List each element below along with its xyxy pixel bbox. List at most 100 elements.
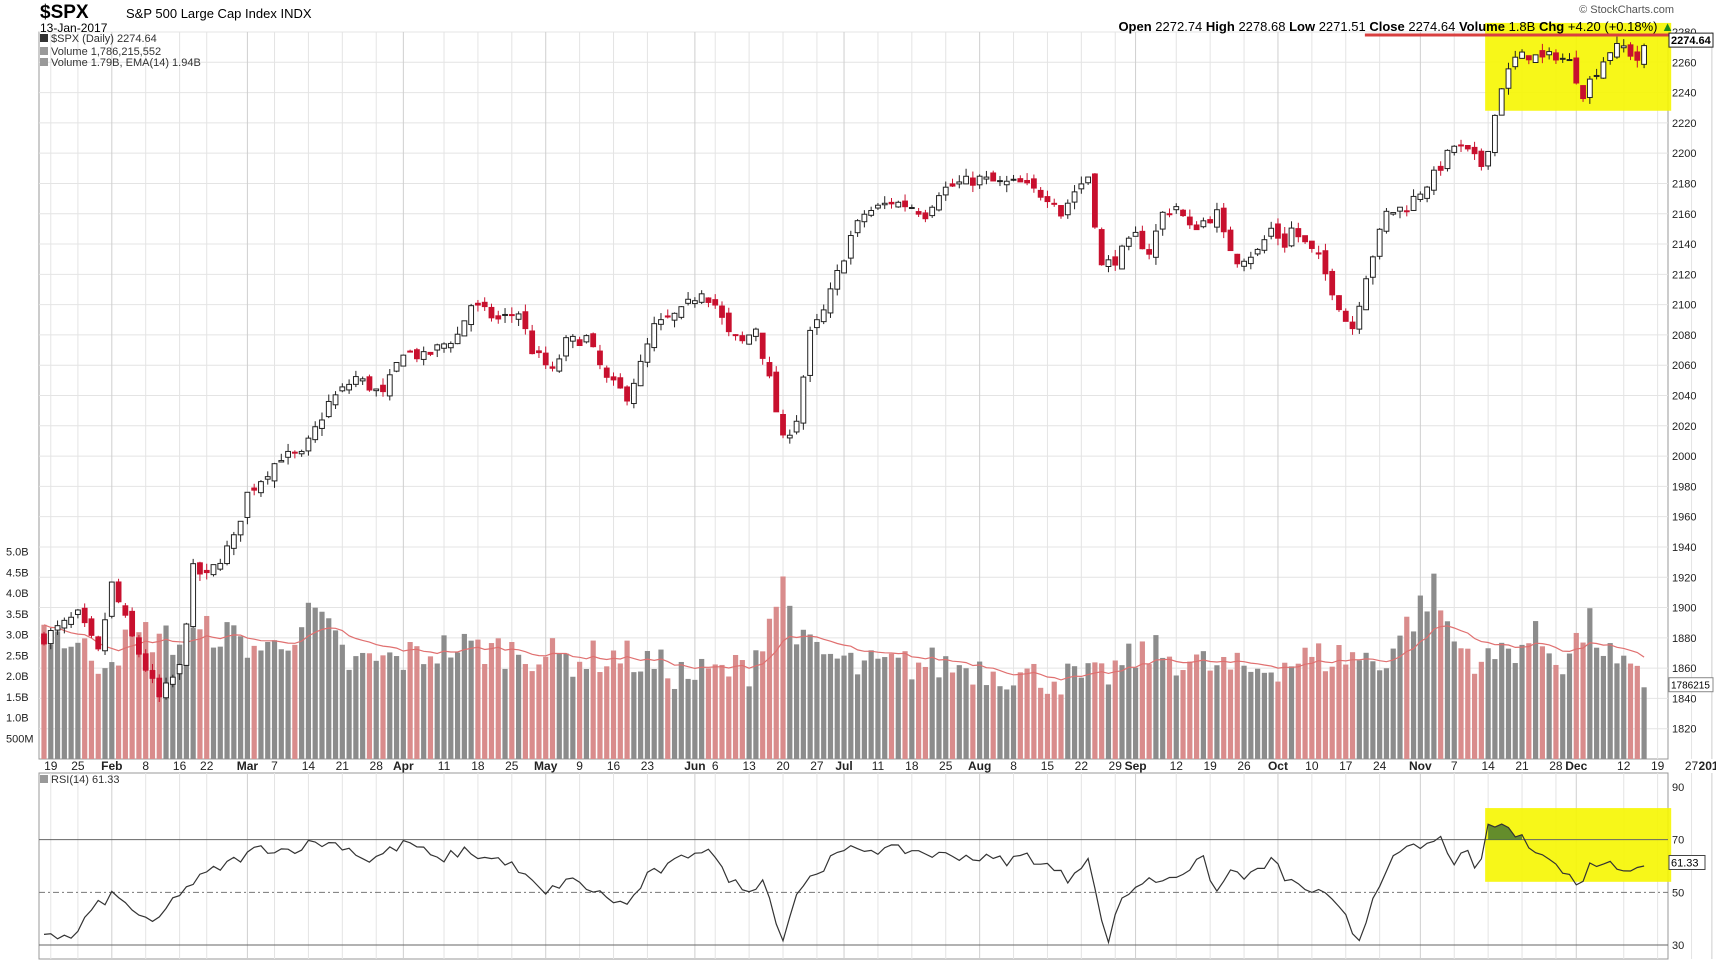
candle-body xyxy=(1519,51,1525,59)
open-label: Open xyxy=(1118,19,1152,34)
candle-body xyxy=(1214,209,1220,228)
candle-body xyxy=(1153,230,1159,258)
volume-bar xyxy=(902,651,908,759)
volume-bar xyxy=(739,660,745,759)
volume-bar xyxy=(1085,663,1091,759)
volume-bar xyxy=(1282,662,1288,759)
volume-bar xyxy=(1404,616,1410,759)
volume-bar xyxy=(1607,643,1613,759)
legend-volume-text: Volume 1,786,215,552 xyxy=(51,46,162,58)
x-tick-label: 22 xyxy=(200,759,214,773)
x-tick-label: 22 xyxy=(1075,759,1089,773)
candle-body xyxy=(447,342,454,349)
x-tick-label: 14 xyxy=(302,759,316,773)
price-tick-label: 2040 xyxy=(1672,391,1696,403)
volume-bar xyxy=(231,625,237,759)
volume-bar xyxy=(468,640,474,759)
candle-body xyxy=(224,545,230,565)
volume-bar xyxy=(1363,652,1369,759)
volume-bar xyxy=(346,669,352,759)
volume-bar xyxy=(332,630,339,759)
candle-body xyxy=(1098,229,1105,266)
volume-bar xyxy=(421,664,427,759)
volume-bar xyxy=(604,666,610,759)
candle-body xyxy=(1444,149,1451,170)
candle-body xyxy=(115,581,122,603)
x-tick-label: May xyxy=(534,759,558,773)
candle-body xyxy=(807,329,814,376)
volume-bar xyxy=(895,657,901,759)
volume-bar xyxy=(109,662,115,759)
candle-body xyxy=(1058,205,1064,217)
candle-body xyxy=(149,670,156,679)
candle-body xyxy=(1105,259,1112,267)
candle-body xyxy=(1634,51,1641,61)
rsi-overbought-fill xyxy=(1440,824,1522,840)
volume-bar xyxy=(780,576,786,759)
volume-bar xyxy=(855,674,861,759)
candle-body xyxy=(210,564,217,576)
volume-bar xyxy=(1031,663,1037,759)
volume-bar xyxy=(1621,655,1627,759)
volume-bar xyxy=(1634,665,1640,759)
volume-bar xyxy=(868,650,874,759)
volume-bar xyxy=(1288,666,1295,759)
volume-tick-label: 500M xyxy=(6,733,34,745)
volume-bar xyxy=(509,642,515,759)
volume-bar xyxy=(963,668,969,759)
candle-body xyxy=(922,212,929,220)
candle-body xyxy=(1607,52,1614,61)
candle-body xyxy=(502,313,508,316)
volume-bar xyxy=(712,664,718,759)
price-tick-label: 1960 xyxy=(1672,512,1696,524)
volume-bar xyxy=(149,652,156,759)
index-name: S&P 500 Large Cap Index INDX xyxy=(126,6,312,21)
x-tick-label: 10 xyxy=(1305,759,1319,773)
candle-body xyxy=(1092,173,1098,228)
candle-body xyxy=(664,315,671,318)
volume-bar xyxy=(1302,647,1308,759)
volume-bar xyxy=(1492,659,1498,759)
x-tick-label: 14 xyxy=(1481,759,1495,773)
candle-body xyxy=(1227,229,1234,252)
price-tick-label: 1920 xyxy=(1672,572,1696,584)
candle-body xyxy=(759,332,766,359)
candle-body xyxy=(244,491,251,518)
price-tick-label: 2200 xyxy=(1672,148,1696,160)
volume-bar xyxy=(1105,684,1112,759)
candle-body xyxy=(305,437,312,452)
candle-body xyxy=(251,487,258,491)
volume-bar xyxy=(1051,681,1057,759)
candle-body xyxy=(1030,178,1037,189)
x-tick-label: 28 xyxy=(370,759,384,773)
volume-bar xyxy=(997,686,1003,759)
volume-bar xyxy=(1356,660,1362,759)
exchange-text: INDX xyxy=(280,6,312,21)
volume-bar xyxy=(1533,621,1539,759)
volume-bar xyxy=(1431,573,1437,759)
candle-body xyxy=(1417,193,1424,200)
volume-bar xyxy=(339,644,345,759)
candle-body xyxy=(963,175,969,185)
price-tick-label: 1860 xyxy=(1672,663,1696,675)
candle-body xyxy=(420,351,427,360)
candle-body xyxy=(393,361,400,372)
candle-body xyxy=(102,619,108,652)
close-value: 2274.64 xyxy=(1408,19,1456,34)
volume-bar xyxy=(1573,632,1579,759)
candle-body xyxy=(603,367,610,378)
price-tick-label: 1880 xyxy=(1672,633,1696,645)
candle-body xyxy=(1553,52,1559,61)
price-tick-label: 1840 xyxy=(1672,693,1696,705)
volume-bar xyxy=(1322,671,1329,759)
candle-body xyxy=(569,335,576,342)
candle-body xyxy=(1383,210,1390,232)
volume-bar xyxy=(516,654,522,759)
candle-body xyxy=(346,383,353,391)
volume-bar xyxy=(1024,668,1030,759)
candle-body xyxy=(888,201,895,205)
candle-body xyxy=(658,319,664,325)
volume-bar xyxy=(129,632,135,759)
candle-body xyxy=(1247,256,1254,265)
x-tick-label: 13 xyxy=(742,759,756,773)
